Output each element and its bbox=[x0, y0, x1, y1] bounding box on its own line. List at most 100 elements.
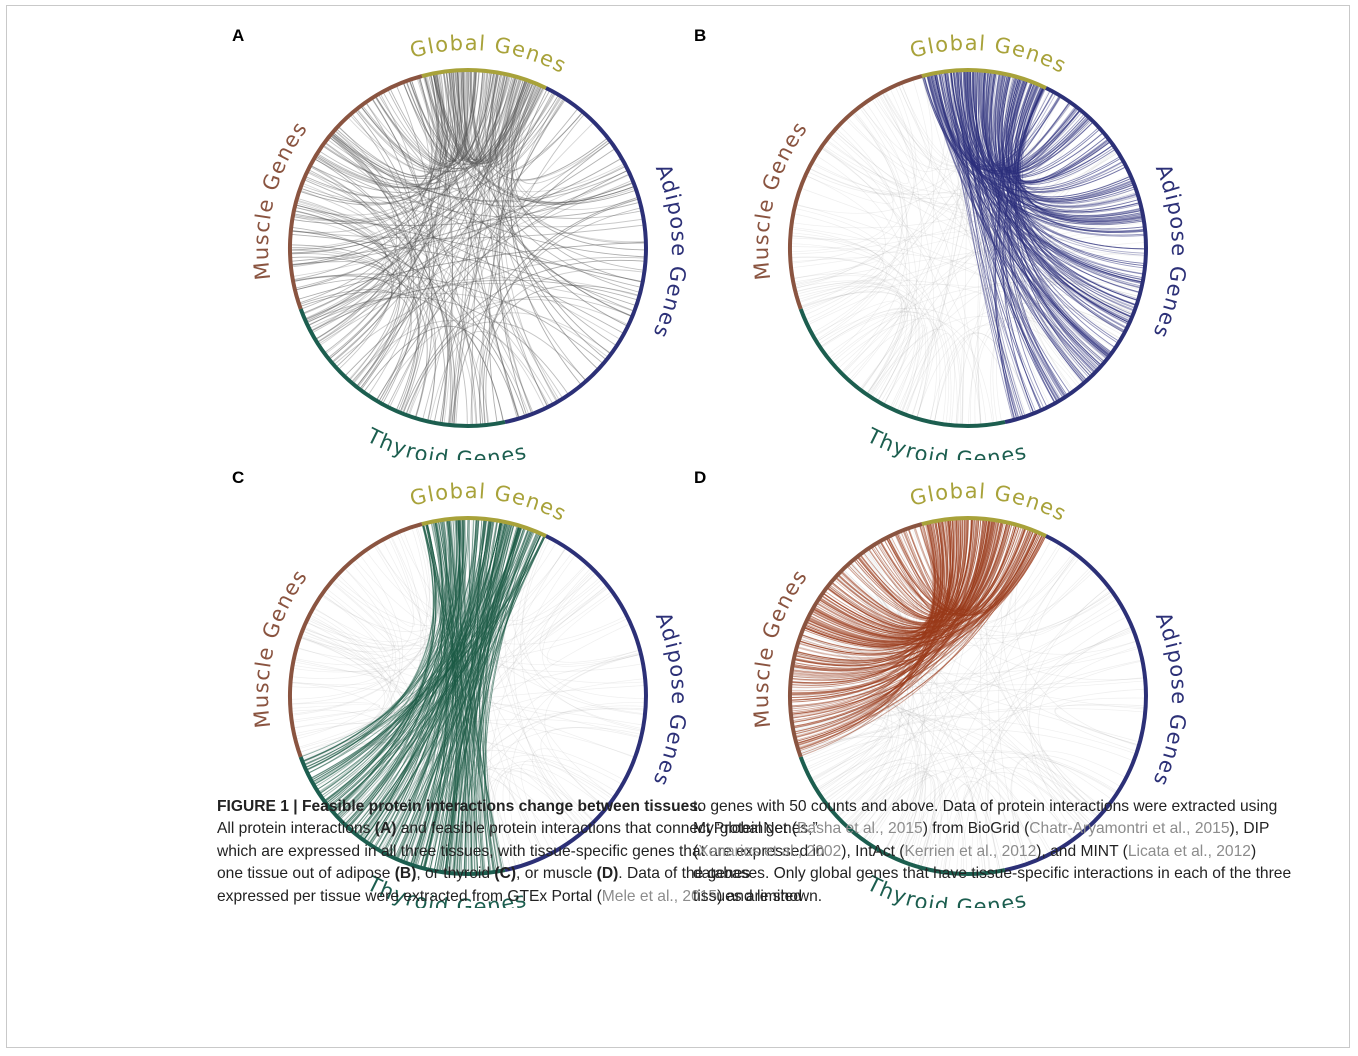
tissue-interaction-line bbox=[808, 522, 938, 642]
background-interaction-line bbox=[826, 139, 1146, 257]
background-interaction-line bbox=[790, 235, 938, 422]
background-interaction-line bbox=[792, 543, 1060, 730]
background-interaction-line bbox=[820, 307, 912, 402]
tissue-interaction-line bbox=[438, 520, 457, 873]
interaction-line bbox=[408, 312, 612, 417]
background-interaction-line bbox=[800, 284, 1121, 340]
background-interaction-line bbox=[486, 779, 547, 873]
background-interaction-line bbox=[795, 575, 894, 665]
background-interaction-line bbox=[799, 637, 967, 875]
background-interaction-line bbox=[944, 767, 1100, 873]
tissue-interaction-line bbox=[798, 521, 1003, 655]
tissue-interaction-line bbox=[826, 518, 973, 630]
background-interaction-line bbox=[833, 538, 1052, 813]
background-interaction-line bbox=[292, 722, 521, 867]
tissue-interaction-line bbox=[989, 71, 1146, 254]
interaction-line bbox=[470, 69, 646, 243]
interaction-line bbox=[292, 73, 438, 281]
citation-link[interactable]: Chatr-Aryamontri et al., 2015 bbox=[1029, 820, 1230, 838]
background-interaction-line bbox=[491, 770, 590, 872]
citation-link[interactable]: Kerrien et al., 2012 bbox=[904, 842, 1037, 860]
tissue-interaction-line bbox=[794, 520, 945, 737]
tissue-interaction-line bbox=[967, 69, 1081, 171]
tissue-interaction-line bbox=[328, 518, 488, 808]
interaction-line bbox=[295, 204, 419, 412]
tissue-interaction-line bbox=[971, 70, 1086, 383]
tissue-interaction-line bbox=[935, 72, 1134, 201]
tissue-interaction-line bbox=[955, 70, 1043, 411]
interaction-line bbox=[328, 136, 627, 202]
interaction-line bbox=[297, 241, 646, 300]
background-interaction-line bbox=[903, 303, 1126, 415]
tissue-interaction-line bbox=[943, 71, 1108, 360]
interaction-line bbox=[292, 75, 512, 222]
background-interaction-line bbox=[951, 70, 1139, 209]
adipose-genes-label: Adipose Genes bbox=[1148, 161, 1191, 343]
background-interaction-line bbox=[828, 584, 1102, 815]
background-interaction-line bbox=[849, 752, 1117, 830]
tissue-interaction-line bbox=[945, 71, 1130, 324]
tissue-interaction-line bbox=[946, 71, 1085, 172]
background-interaction-line bbox=[970, 69, 1075, 392]
interaction-line bbox=[304, 74, 438, 198]
thyroid-genes-arc bbox=[798, 308, 1006, 428]
tissue-interaction-line bbox=[827, 519, 948, 629]
interaction-line bbox=[290, 157, 622, 262]
tissue-interaction-line bbox=[931, 73, 1128, 328]
figure-frame bbox=[6, 5, 1350, 1048]
tissue-interaction-line bbox=[802, 535, 1047, 650]
tissue-interaction-line bbox=[803, 534, 1044, 649]
tissue-interaction-line bbox=[907, 528, 1045, 615]
tissue-interaction-line bbox=[410, 533, 542, 865]
muscle-genes-label: Muscle Genes bbox=[749, 117, 812, 282]
citation-link[interactable]: Mele et al., 2015 bbox=[601, 887, 718, 905]
tissue-interaction-line bbox=[813, 517, 966, 638]
interaction-line bbox=[489, 72, 533, 415]
background-interaction-line bbox=[917, 554, 1077, 867]
tissue-interaction-line bbox=[1016, 83, 1134, 202]
tissue-interaction-line bbox=[876, 519, 949, 615]
citation-link[interactable]: Licata et al., 2012 bbox=[1127, 842, 1251, 860]
background-interaction-line bbox=[795, 653, 926, 865]
background-interaction-line bbox=[862, 767, 1074, 840]
tissue-interaction-line bbox=[793, 518, 955, 667]
interaction-line bbox=[302, 80, 528, 314]
interaction-line bbox=[496, 76, 541, 165]
interaction-line bbox=[445, 71, 543, 164]
tissue-interaction-line bbox=[859, 519, 951, 618]
background-interaction-line bbox=[820, 147, 987, 426]
tissue-interaction-line bbox=[926, 74, 1096, 374]
interaction-line bbox=[408, 79, 520, 419]
interaction-line bbox=[315, 74, 510, 341]
background-interaction-line bbox=[974, 518, 1101, 816]
tissue-interaction-line bbox=[328, 533, 543, 808]
citation-link[interactable]: Xenarios et al., 2002 bbox=[698, 842, 842, 860]
interaction-line bbox=[328, 136, 421, 411]
interaction-line bbox=[299, 189, 554, 405]
background-interaction-line bbox=[805, 566, 1091, 769]
tissue-interaction-line bbox=[813, 518, 987, 638]
tissue-interaction-line bbox=[792, 519, 993, 670]
citation-link[interactable]: Basha et al., 2015 bbox=[797, 820, 923, 838]
tissue-interaction-line bbox=[1000, 74, 1141, 294]
background-interaction-line bbox=[846, 98, 915, 179]
interaction-line bbox=[315, 72, 446, 340]
tissue-interaction-line bbox=[810, 517, 967, 640]
tissue-interaction-line bbox=[985, 71, 1112, 355]
interaction-line bbox=[318, 179, 633, 345]
background-interaction-line bbox=[901, 756, 1118, 862]
tissue-interaction-line bbox=[868, 518, 978, 616]
background-interaction-line bbox=[836, 575, 1093, 824]
tissue-interaction-line bbox=[931, 73, 1127, 193]
background-interaction-line bbox=[790, 257, 929, 419]
interaction-line bbox=[448, 83, 537, 426]
muscle-genes-arc bbox=[788, 522, 923, 758]
interaction-line bbox=[375, 81, 532, 169]
background-interaction-line bbox=[812, 161, 1125, 206]
background-interaction-line bbox=[899, 531, 1115, 634]
background-interaction-line bbox=[796, 285, 927, 418]
tissue-interaction-line bbox=[824, 534, 1045, 633]
chord-lines bbox=[789, 517, 1147, 875]
tissue-interaction-line bbox=[983, 70, 1128, 329]
